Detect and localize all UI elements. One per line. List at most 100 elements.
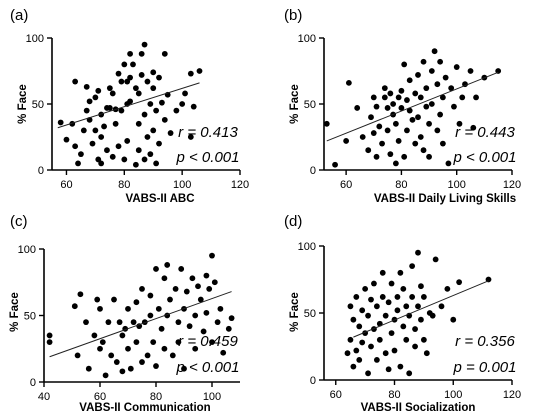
data-point <box>394 307 401 314</box>
data-point <box>368 114 374 121</box>
data-point <box>437 58 444 65</box>
data-point <box>403 303 410 310</box>
data-point <box>173 107 180 114</box>
p-value: p = 0.001 <box>453 359 517 376</box>
x-tick-label: 80 <box>395 179 407 191</box>
data-point <box>404 97 410 103</box>
data-point <box>153 266 159 272</box>
data-point <box>368 343 374 350</box>
data-point <box>445 160 452 167</box>
r-value: r = 0.356 <box>455 333 515 350</box>
data-point <box>92 94 99 101</box>
data-point <box>135 147 142 154</box>
panel-letter: (b) <box>284 7 302 24</box>
panel-b: (b) 0 50 100 60 80 100 120 VABS-II Daily Living … <box>284 7 521 205</box>
data-point <box>153 107 160 114</box>
data-point <box>133 339 140 345</box>
data-point <box>409 263 416 269</box>
data-point <box>132 161 139 168</box>
data-point <box>85 365 92 372</box>
x-tick-label: 120 <box>231 179 249 191</box>
data-point <box>473 94 479 101</box>
data-point <box>415 72 421 78</box>
x-tick-label: 60 <box>330 389 342 401</box>
y-axis-title: % Face <box>289 292 301 332</box>
y-tick-label: 0 <box>310 375 316 387</box>
data-point <box>228 315 235 322</box>
data-point <box>381 94 388 101</box>
data-point <box>153 160 160 167</box>
data-point <box>384 105 391 111</box>
data-point <box>456 120 463 127</box>
data-point <box>139 359 145 365</box>
y-axis-title: % Face <box>9 292 21 332</box>
y-tick-label: 100 <box>18 244 36 256</box>
data-point <box>400 285 407 292</box>
data-point <box>183 288 190 295</box>
data-point <box>353 294 360 300</box>
data-point <box>138 50 145 57</box>
data-point <box>406 77 413 84</box>
data-point <box>398 105 405 111</box>
data-point <box>382 312 389 319</box>
data-point <box>409 294 416 300</box>
data-point <box>220 349 227 356</box>
data-point <box>379 140 385 147</box>
data-point <box>195 283 201 290</box>
panel-letter: (d) <box>284 213 302 230</box>
data-point <box>432 256 439 263</box>
data-point <box>456 279 463 286</box>
data-point <box>206 286 213 292</box>
data-point <box>359 134 366 140</box>
data-point <box>376 336 383 343</box>
data-point <box>127 50 133 57</box>
data-point <box>178 266 185 272</box>
data-point <box>83 107 90 114</box>
data-point <box>423 350 430 357</box>
panel-letter: (a) <box>10 7 28 24</box>
data-point <box>83 83 90 90</box>
data-point <box>186 323 193 330</box>
data-point <box>92 127 99 134</box>
data-point <box>395 138 402 144</box>
data-point <box>350 363 357 370</box>
data-point <box>397 269 404 276</box>
data-point <box>172 286 179 292</box>
data-point <box>382 350 389 357</box>
data-point <box>406 107 413 114</box>
data-point <box>401 153 408 160</box>
data-point <box>109 153 116 160</box>
data-point <box>135 90 142 97</box>
data-point <box>448 85 455 92</box>
data-point <box>147 292 154 299</box>
data-point <box>196 68 203 74</box>
data-point <box>365 147 372 154</box>
data-point <box>370 130 377 136</box>
data-point <box>417 94 424 101</box>
data-point <box>150 339 157 345</box>
data-point <box>428 68 435 74</box>
data-point <box>412 90 419 97</box>
data-point <box>77 291 84 298</box>
data-point <box>115 143 122 150</box>
data-point <box>420 58 427 65</box>
data-point <box>161 345 168 352</box>
data-point <box>187 134 194 140</box>
data-point <box>344 350 351 357</box>
data-point <box>381 85 388 92</box>
data-point <box>467 68 474 74</box>
x-tick-label: 80 <box>150 391 162 403</box>
data-point <box>175 319 182 326</box>
data-point <box>391 347 398 354</box>
r-value: r = 0.459 <box>178 333 238 350</box>
data-point <box>182 90 188 97</box>
regression-line <box>57 82 200 129</box>
data-point <box>420 294 427 300</box>
data-point <box>132 85 139 92</box>
data-point <box>345 79 352 86</box>
data-point <box>394 294 401 300</box>
data-point <box>415 114 421 121</box>
data-point <box>365 312 371 319</box>
data-point <box>121 156 128 163</box>
data-point <box>181 365 187 372</box>
